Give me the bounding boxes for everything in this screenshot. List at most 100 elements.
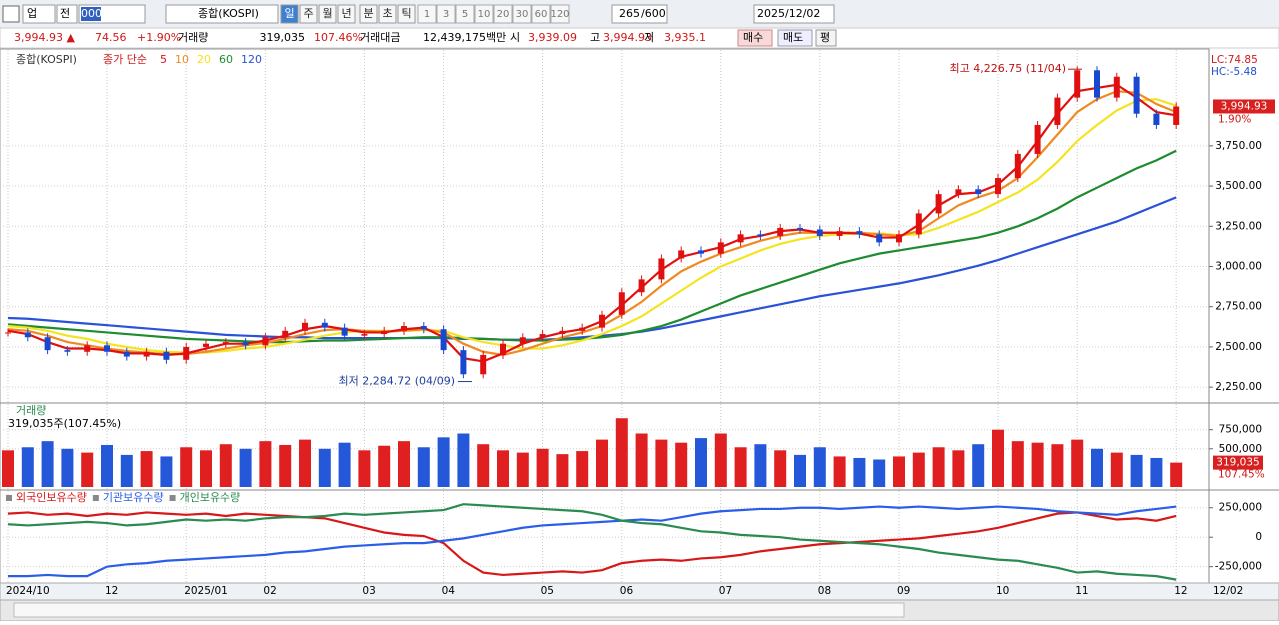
candle [915, 213, 922, 235]
volume-bar [813, 447, 826, 487]
period-btn[interactable] [318, 4, 337, 24]
volume-bar [239, 448, 252, 487]
minute: 5 [462, 9, 468, 20]
price: 3,994.93 ▲ [14, 31, 75, 44]
candle [440, 329, 447, 351]
change: 74.56 [95, 31, 127, 44]
volume-bar [41, 441, 54, 487]
buy-btn[interactable] [737, 29, 773, 47]
volume-bar [893, 456, 905, 487]
date-box[interactable] [753, 4, 835, 24]
last-label: 319,035 [1216, 457, 1259, 469]
open-label: 시 [510, 31, 520, 44]
candle [1173, 106, 1180, 125]
count-box[interactable] [611, 4, 668, 24]
candle [420, 326, 427, 330]
minute-btn[interactable] [474, 4, 494, 24]
volume-bar [576, 451, 589, 487]
minute-btn[interactable] [550, 4, 570, 24]
x-tick-label: 12 [1174, 585, 1187, 597]
volume-bar [338, 442, 351, 487]
candle [341, 327, 348, 336]
volume-bar [635, 433, 648, 487]
minute: 1 [424, 9, 430, 20]
minute: 10 [478, 9, 491, 20]
y-tick-label: 3,500.00 [1215, 180, 1262, 192]
y-tick-label: 500,000 [1219, 443, 1262, 455]
low-label: 저 [644, 31, 654, 44]
line [7, 90, 1177, 357]
candle [222, 342, 229, 344]
candle [460, 350, 467, 375]
minute-btn[interactable] [493, 4, 513, 24]
candle [816, 229, 823, 236]
legend-swatch [6, 495, 12, 501]
candle [717, 242, 724, 254]
menu-icon[interactable] [2, 5, 20, 23]
legend: 기관보유수량 [103, 491, 164, 504]
open: 3,939.09 [528, 31, 577, 44]
legend: 외국인보유수량 [16, 491, 87, 504]
amount: 12,439,175백만 [423, 31, 506, 44]
candle [1014, 153, 1021, 179]
period-btn[interactable] [299, 4, 318, 24]
code-select [81, 7, 101, 21]
code: 0001 [81, 7, 109, 20]
volume-bar [101, 444, 113, 487]
minute-btn[interactable] [436, 4, 456, 24]
volume-bar [398, 441, 410, 487]
candle [1113, 76, 1120, 98]
volume-bar [972, 444, 985, 487]
eval-btn[interactable] [815, 29, 837, 47]
x-tick-label: 04 [442, 585, 456, 597]
candle [519, 337, 526, 344]
candle [995, 178, 1001, 195]
volume-bar [516, 452, 529, 487]
minute-btn[interactable] [417, 4, 437, 24]
prev-btn[interactable] [56, 4, 78, 24]
candle [64, 350, 71, 352]
volume-bar [1110, 452, 1123, 487]
volume-bar [378, 445, 391, 487]
volume-bar [160, 456, 173, 487]
minute-btn[interactable] [531, 4, 551, 24]
volume-bar [932, 447, 945, 487]
candle [321, 322, 328, 328]
market-select[interactable] [22, 4, 56, 24]
volume-bar [2, 450, 14, 487]
minute-btn[interactable] [455, 4, 475, 24]
volume-bar [477, 444, 490, 487]
candle [638, 279, 645, 293]
scroll-track[interactable] [13, 602, 905, 618]
volume-bar [61, 448, 74, 487]
minute-btn[interactable] [512, 4, 532, 24]
volume-bar [655, 439, 668, 487]
volume-bar [1031, 442, 1044, 487]
candle [975, 189, 982, 195]
volume-bar [556, 454, 569, 487]
y-tick-label: 2,250.00 [1215, 381, 1262, 393]
candle [856, 231, 863, 235]
period-btn[interactable] [337, 4, 356, 24]
period-btn[interactable] [359, 4, 378, 24]
volume-bar [536, 448, 549, 487]
volume-bar [497, 450, 509, 487]
period-btn[interactable] [397, 4, 416, 24]
period-btn[interactable] [280, 4, 299, 24]
legend: 120 [241, 53, 262, 66]
candle [163, 351, 170, 360]
volume-bar [219, 444, 232, 487]
candle [123, 351, 130, 357]
candle [183, 346, 190, 360]
minute: 60 [535, 9, 548, 20]
sell-btn[interactable] [777, 29, 813, 47]
market: 업 [27, 7, 37, 20]
candle [401, 326, 407, 331]
minute: 3 [443, 9, 449, 20]
volume-bar [853, 457, 866, 487]
candle [757, 234, 764, 236]
period-btn[interactable] [378, 4, 397, 24]
x-tick-label: 2024/10 [6, 585, 50, 597]
legend: 개인보유수량 [180, 491, 241, 504]
ma-label: 종가 단순 [103, 53, 147, 66]
